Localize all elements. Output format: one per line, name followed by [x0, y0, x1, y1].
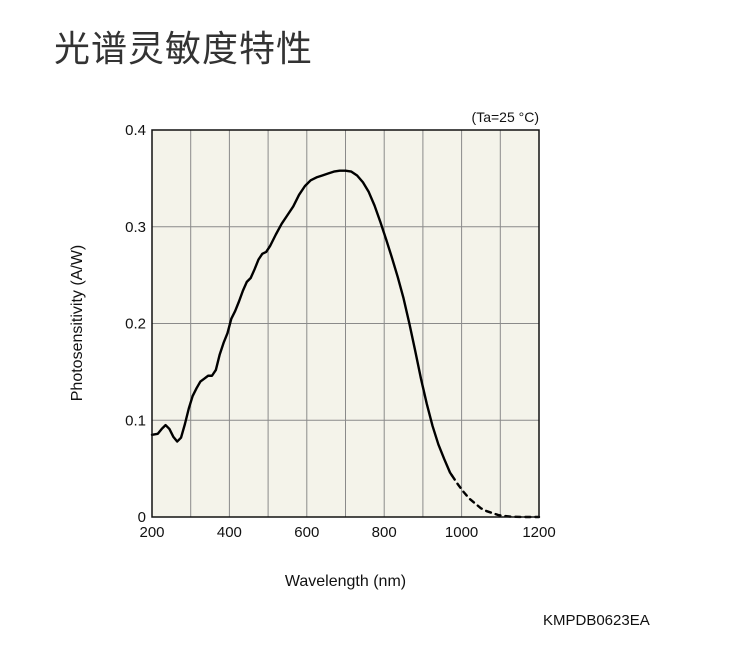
x-tick-label: 400 [217, 524, 242, 541]
y-tick-label: 0 [138, 509, 146, 526]
y-tick-label: 0.1 [125, 412, 146, 429]
y-tick-labels: 0 0.1 0.2 0.3 0.4 [125, 122, 146, 526]
x-tick-label: 1200 [522, 524, 555, 541]
document-code: KMPDB0623EA [543, 612, 650, 629]
grid-lines [152, 130, 539, 517]
x-tick-label: 600 [294, 524, 319, 541]
page-title: 光谱灵敏度特性 [54, 29, 314, 70]
sensitivity-curve-solid [150, 169, 454, 477]
x-tick-label: 200 [139, 524, 164, 541]
condition-label: (Ta=25 °C) [472, 109, 539, 125]
x-tick-label: 1000 [445, 524, 478, 541]
x-tick-labels: 200 400 600 800 1000 1200 [139, 524, 555, 541]
x-axis-label: Wavelength (nm) [285, 573, 406, 590]
y-tick-label: 0.2 [125, 316, 146, 333]
y-tick-label: 0.3 [125, 219, 146, 236]
x-tick-label: 800 [372, 524, 397, 541]
y-tick-label: 0.4 [125, 122, 146, 139]
y-axis-label: Photosensitivity (A/W) [69, 245, 86, 401]
plot-frame [151, 129, 540, 518]
